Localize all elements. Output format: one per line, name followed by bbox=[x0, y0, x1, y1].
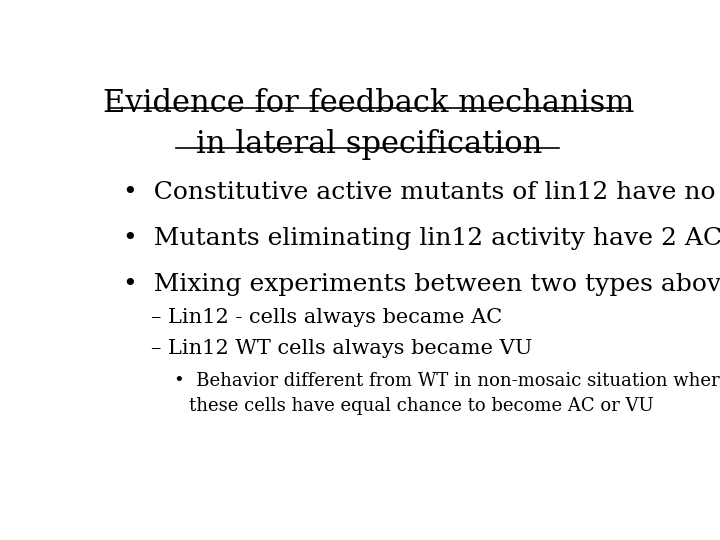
Text: – Lin12 - cells always became AC: – Lin12 - cells always became AC bbox=[151, 308, 503, 327]
Text: •  Mixing experiments between two types above: • Mixing experiments between two types a… bbox=[124, 273, 720, 296]
Text: these cells have equal chance to become AC or VU: these cells have equal chance to become … bbox=[189, 397, 654, 415]
Text: Evidence for feedback mechanism: Evidence for feedback mechanism bbox=[103, 87, 635, 119]
Text: •  Mutants eliminating lin12 activity have 2 AC: • Mutants eliminating lin12 activity hav… bbox=[124, 227, 720, 250]
Text: •  Constitutive active mutants of lin12 have no AC: • Constitutive active mutants of lin12 h… bbox=[124, 181, 720, 204]
Text: – Lin12 WT cells always became VU: – Lin12 WT cells always became VU bbox=[151, 339, 533, 358]
Text: in lateral specification: in lateral specification bbox=[196, 129, 542, 160]
Text: •  Behavior different from WT in non-mosaic situation where: • Behavior different from WT in non-mosa… bbox=[174, 372, 720, 390]
